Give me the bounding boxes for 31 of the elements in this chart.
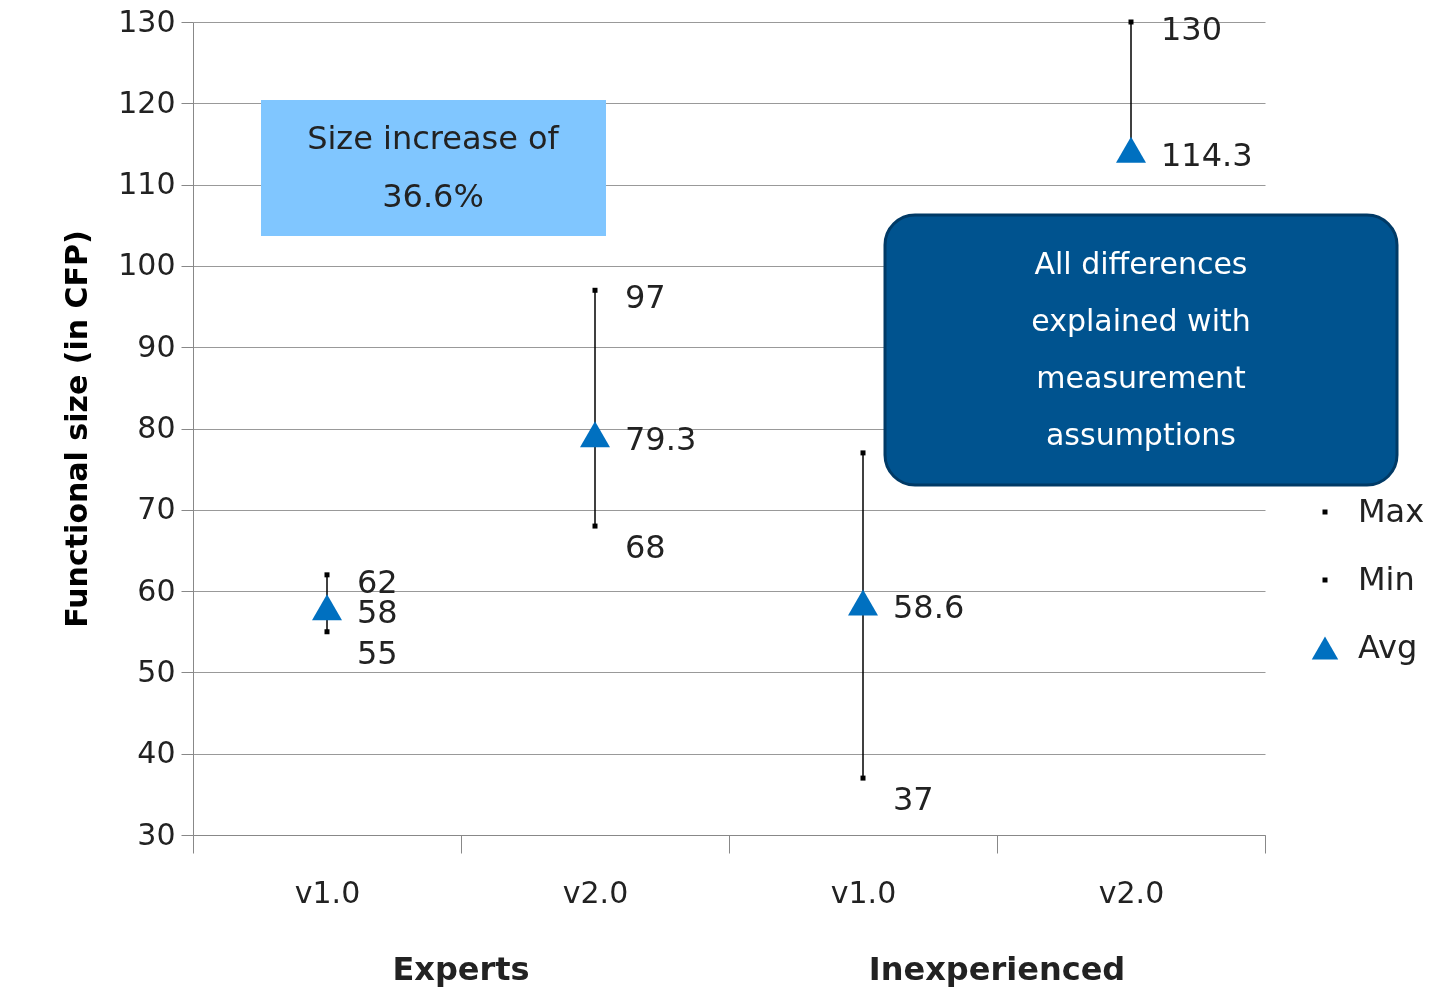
y-tick-label: 50	[137, 653, 176, 689]
y-tick-label: 110	[118, 166, 176, 202]
x-tick-label: v2.0	[562, 874, 629, 910]
data-label: 58.6	[893, 588, 965, 627]
y-tick-label: 130	[118, 3, 176, 39]
text: Experts	[392, 950, 530, 988]
y-tick-label: 90	[137, 328, 176, 364]
legend-label: Max	[1358, 492, 1425, 530]
y-tick-label: 80	[137, 410, 176, 445]
data-label: 55	[357, 633, 398, 672]
text: Inexperienced	[868, 950, 1126, 988]
y-tick-label: 60	[137, 572, 176, 608]
annotation: Size increase of 36.6%	[307, 119, 560, 215]
legend-label: Min	[1358, 560, 1415, 598]
x-tick-label: v1.0	[830, 874, 897, 910]
data-label: 79.3	[625, 420, 697, 459]
data-label: 97	[625, 278, 666, 317]
data-label: 37	[893, 780, 934, 819]
data-label: 68	[625, 528, 666, 567]
y-axis-title: Functional size (in CFP)	[59, 230, 95, 628]
y-tick-label: 40	[137, 735, 176, 771]
data-label: 114.3	[1161, 135, 1253, 174]
y-tick-label: 70	[137, 491, 176, 527]
y-tick-label: 100	[118, 247, 176, 283]
y-tick-label: 30	[137, 816, 176, 852]
data-label: 130	[1161, 10, 1223, 48]
x-tick-label: v2.0	[1098, 874, 1165, 910]
annotation: All differences explained with measurement assumptions	[1031, 245, 1251, 452]
x-tick-label: v1.0	[294, 874, 361, 910]
legend-label: Avg	[1358, 628, 1418, 666]
y-tick-label: 120	[118, 84, 176, 120]
